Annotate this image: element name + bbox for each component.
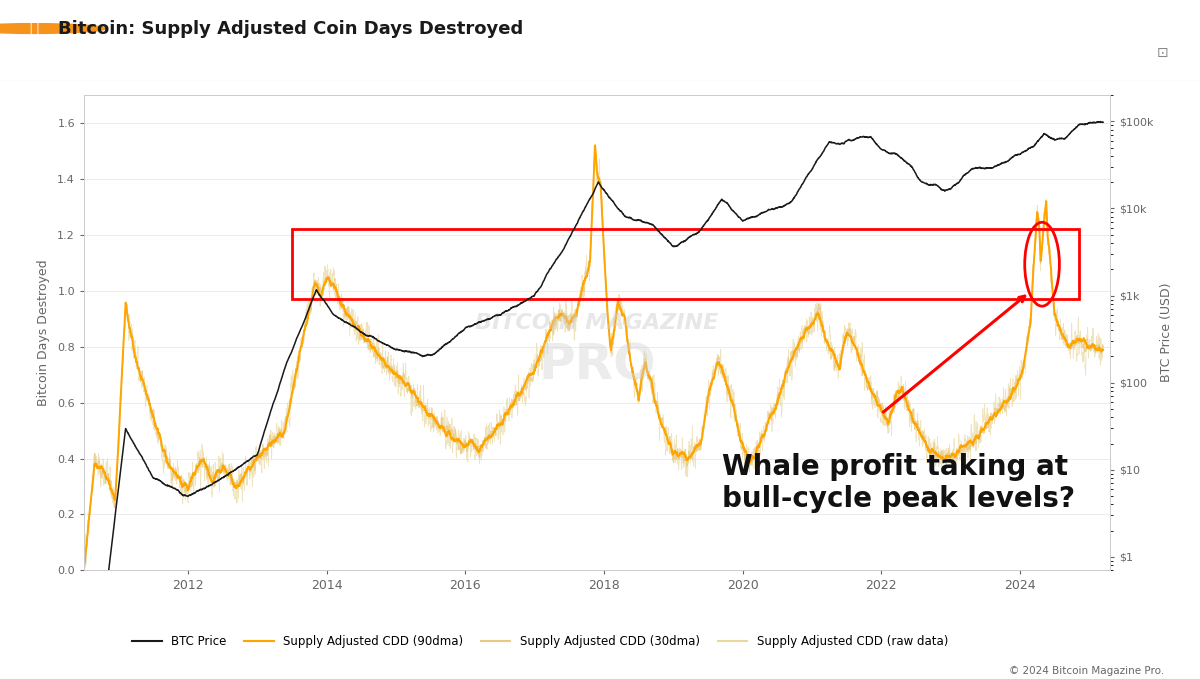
Text: BITCOIN MAGAZINE: BITCOIN MAGAZINE [475, 313, 719, 333]
Text: ⊡: ⊡ [1157, 46, 1169, 60]
Bar [292, 230, 1079, 299]
Text: ₿: ₿ [29, 21, 38, 36]
Text: Bitcoin: Supply Adjusted Coin Days Destroyed: Bitcoin: Supply Adjusted Coin Days Destr… [58, 20, 523, 37]
Circle shape [0, 24, 106, 33]
Y-axis label: BTC Price (USD): BTC Price (USD) [1160, 283, 1174, 382]
Text: PRO: PRO [538, 342, 656, 390]
Text: Whale profit taking at
bull-cycle peak levels?: Whale profit taking at bull-cycle peak l… [721, 453, 1075, 513]
Text: © 2024 Bitcoin Magazine Pro.: © 2024 Bitcoin Magazine Pro. [1009, 665, 1164, 676]
Legend: BTC Price, Supply Adjusted CDD (90dma), Supply Adjusted CDD (30dma), Supply Adju: BTC Price, Supply Adjusted CDD (90dma), … [127, 630, 953, 653]
Y-axis label: Bitcoin Days Destroyed: Bitcoin Days Destroyed [37, 259, 50, 406]
